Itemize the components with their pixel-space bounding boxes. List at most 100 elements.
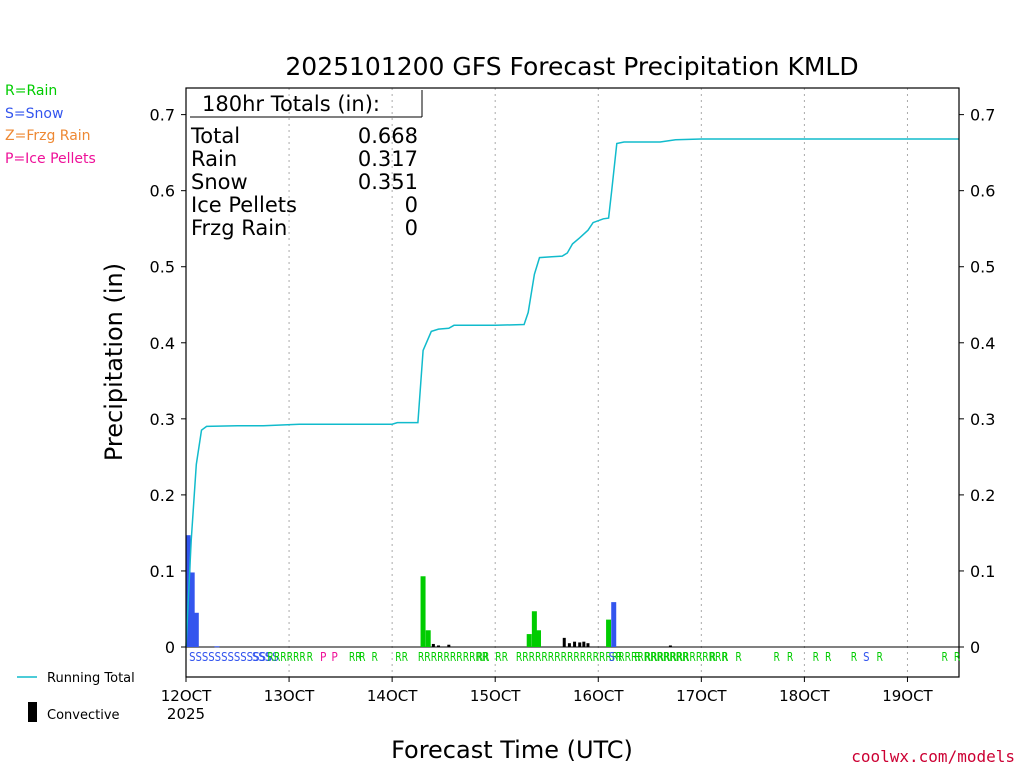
convective-bar xyxy=(586,643,590,647)
precip-type-label: P xyxy=(320,650,326,664)
convective-bar xyxy=(431,643,435,647)
totals-box: 180hr Totals (in): Total 0.668 Rain 0.31… xyxy=(190,90,423,240)
y-tick-label-left: 0.7 xyxy=(150,106,175,125)
precip-type-label: RRRRRR xyxy=(267,650,305,664)
running-total-line xyxy=(185,138,959,648)
plot-frame xyxy=(185,87,960,678)
y-tick-label-right: 0.4 xyxy=(970,334,995,353)
precip-bar xyxy=(420,576,426,647)
precip-type-label: R xyxy=(722,650,728,664)
y-tick-label-left: 0 xyxy=(165,638,175,657)
precip-type-label: R xyxy=(851,650,857,664)
totals-value-rain: 0.317 xyxy=(358,147,418,171)
precip-bar xyxy=(535,630,541,647)
x-tick-label: 16OCT xyxy=(573,687,624,705)
precip-type-label: R xyxy=(825,650,831,664)
legend-running-total: Running Total xyxy=(47,671,135,686)
y-tick-label-right: 0 xyxy=(970,638,980,657)
y-tick-label-left: 0.6 xyxy=(150,182,175,201)
precip-type-label: R xyxy=(710,650,716,664)
convective-bar xyxy=(567,643,571,647)
legend-frzg-rain: Z=Frzg Rain xyxy=(5,128,91,144)
legend-convective: Convective xyxy=(47,708,120,723)
y-tick-label-right: 0.3 xyxy=(970,410,995,429)
precip-type-label: RR xyxy=(349,650,362,664)
precip-type-label: SSS xyxy=(252,650,271,664)
precip-type-label: RRRRRRRRRRR xyxy=(418,650,488,664)
chart-title: 2025101200 GFS Forecast Precipitation KM… xyxy=(285,52,858,81)
precip-type-label: RR xyxy=(495,650,508,664)
y-tick-label-right: 0.7 xyxy=(970,106,995,125)
precip-type-label: R xyxy=(941,650,947,664)
totals-value-frzg-rain: 0 xyxy=(405,216,418,240)
convective-bar xyxy=(562,637,566,647)
totals-label-frzg-rain: Frzg Rain xyxy=(191,216,287,240)
precip-bar xyxy=(531,611,537,647)
precip-type-label: RR xyxy=(477,650,490,664)
x-tick-label: 13OCT xyxy=(264,687,315,705)
precip-type-label: R xyxy=(616,650,622,664)
precip-bar xyxy=(193,612,199,647)
x-tick-label: 19OCT xyxy=(882,687,933,705)
precip-bar xyxy=(214,646,220,648)
y-tick-label-right: 0.6 xyxy=(970,182,995,201)
precip-type-label: R xyxy=(877,650,883,664)
credit-text: coolwx.com/models xyxy=(851,747,1015,766)
x-axis-label: Forecast Time (UTC) xyxy=(391,736,633,764)
precip-bar xyxy=(606,619,612,647)
totals-heading: 180hr Totals (in): xyxy=(202,92,380,116)
precip-type-label: R xyxy=(813,650,819,664)
precip-bar xyxy=(526,634,532,647)
precip-type-label: S xyxy=(609,650,615,664)
x-tick-label: 17OCT xyxy=(676,687,727,705)
totals-label-snow: Snow xyxy=(191,170,248,194)
type-legend: R=Rain S=Snow Z=Frzg Rain P=Ice Pellets xyxy=(5,83,96,167)
precip-type-label: R xyxy=(307,650,313,664)
legend-rain: R=Rain xyxy=(5,83,57,99)
x-tick-label: 14OCT xyxy=(367,687,418,705)
y-tick-label-right: 0.2 xyxy=(970,486,995,505)
totals-label-ice-pellets: Ice Pellets xyxy=(191,193,297,217)
precip-type-label: R xyxy=(773,650,779,664)
y-tick-label-right: 0.1 xyxy=(970,562,995,581)
y-axis-ticks: 0 0 0.1 0.1 0.2 0.2 0.3 0.3 0.4 0.4 0.5 0.5 0.6 0.6 0.… xyxy=(150,106,996,657)
y-tick-label-left: 0.2 xyxy=(150,486,175,505)
x-tick-label: 18OCT xyxy=(779,687,830,705)
legend-ice-pellets: P=Ice Pellets xyxy=(5,151,96,167)
convective-swatch xyxy=(28,702,37,722)
totals-value-snow: 0.351 xyxy=(358,170,418,194)
precip-bar xyxy=(189,572,195,647)
precip-bar xyxy=(611,602,617,647)
convective-bar xyxy=(668,645,672,647)
y-tick-label-left: 0.4 xyxy=(150,334,175,353)
precip-type-label: R xyxy=(735,650,741,664)
convective-bar xyxy=(582,641,586,647)
precip-type-label: S xyxy=(863,650,869,664)
precip-bars xyxy=(185,535,672,648)
totals-value-total: 0.668 xyxy=(358,124,418,148)
y-tick-label-left: 0.1 xyxy=(150,562,175,581)
y-tick-label-right: 0.5 xyxy=(970,258,995,277)
convective-bar xyxy=(437,645,441,647)
precip-bar xyxy=(425,630,431,647)
x-tick-year: 2025 xyxy=(167,705,205,723)
y-axis-label: Precipitation (in) xyxy=(100,263,128,461)
precip-type-label: P xyxy=(331,650,337,664)
convective-bar xyxy=(578,642,582,647)
totals-label-total: Total xyxy=(190,124,240,148)
y-tick-label-left: 0.3 xyxy=(150,410,175,429)
vertical-gridlines xyxy=(288,88,908,677)
legend-snow: S=Snow xyxy=(5,106,63,122)
totals-label-rain: Rain xyxy=(191,147,237,171)
precip-type-label: RRRRRRRRRRRRRRRRRRRRRRRRRRR xyxy=(516,650,689,664)
y-tick-label-left: 0.5 xyxy=(150,258,175,277)
series-legend: Running Total Convective xyxy=(17,671,135,723)
precip-type-label: R xyxy=(787,650,793,664)
convective-bar xyxy=(573,641,577,647)
precip-type-label: RR xyxy=(395,650,408,664)
precip-type-label: SSSSSSSSSSSSSS xyxy=(189,650,279,664)
precip-type-label: RRRRRRRRRRRRR xyxy=(645,650,728,664)
